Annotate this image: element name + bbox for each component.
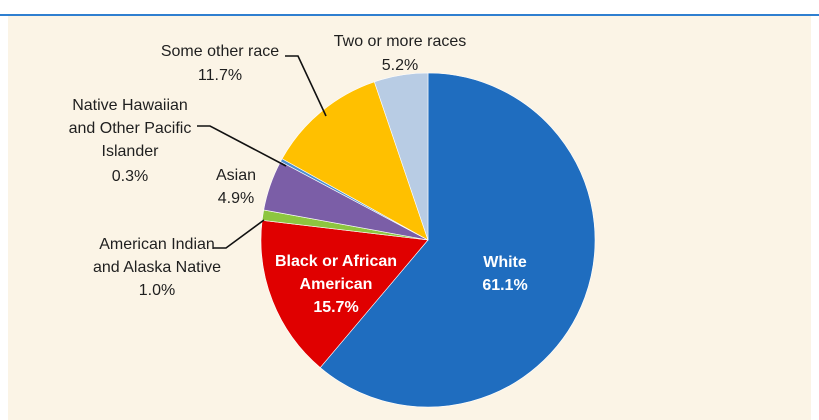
pie-slice-other xyxy=(281,81,429,241)
pie-slices xyxy=(260,72,596,408)
value-black: 15.7% xyxy=(313,299,358,316)
pie-slice-two xyxy=(373,72,429,241)
value-two: 5.2% xyxy=(382,57,418,74)
label-black-line1: Black or African xyxy=(275,253,397,270)
label-nhpi-line2: and Other Pacific xyxy=(69,120,192,137)
leader-nhpi xyxy=(197,125,287,167)
leader-other xyxy=(285,55,327,117)
value-aian: 1.0% xyxy=(139,282,175,299)
value-white: 61.1% xyxy=(482,277,527,294)
label-aian-line2: and Alaska Native xyxy=(93,259,221,276)
top-border xyxy=(0,14,819,16)
label-white: White xyxy=(483,254,527,271)
value-other: 11.7% xyxy=(198,67,242,84)
label-aian-line1: American Indian xyxy=(99,236,215,253)
leader-aian xyxy=(213,219,265,249)
label-asian: Asian xyxy=(216,167,256,184)
pie-slice-white xyxy=(319,72,596,408)
label-nhpi-line1: Native Hawaiian xyxy=(72,97,188,114)
label-nhpi-line3: Islander xyxy=(102,143,160,160)
pie-slice-black xyxy=(260,220,429,369)
label-two: Two or more races xyxy=(334,33,466,50)
label-other: Some other race xyxy=(161,43,279,60)
label-black-line2: American xyxy=(300,276,373,293)
value-asian: 4.9% xyxy=(218,190,254,207)
value-nhpi: 0.3% xyxy=(112,168,148,185)
leader-lines xyxy=(197,55,327,249)
